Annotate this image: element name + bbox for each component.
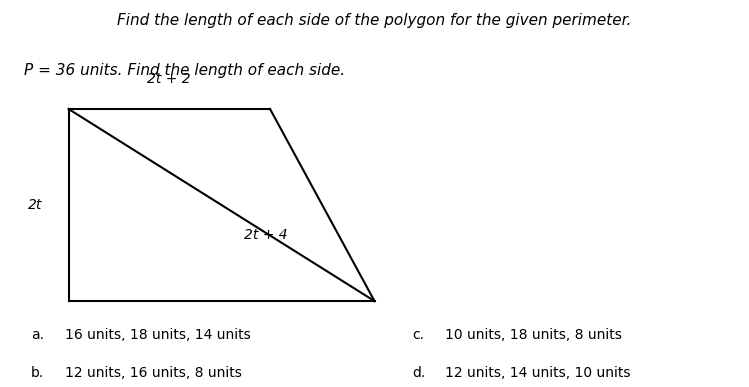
Text: b.: b.: [31, 366, 44, 380]
Text: 10 units, 18 units, 8 units: 10 units, 18 units, 8 units: [446, 328, 622, 342]
Text: c.: c.: [412, 328, 424, 342]
Text: Find the length of each side of the polygon for the given perimeter.: Find the length of each side of the poly…: [118, 13, 631, 28]
Text: 2t + 2: 2t + 2: [148, 72, 191, 86]
Text: d.: d.: [412, 366, 425, 380]
Text: 2t: 2t: [28, 198, 43, 212]
Text: P = 36 units. Find the length of each side.: P = 36 units. Find the length of each si…: [24, 63, 345, 78]
Text: 16 units, 18 units, 14 units: 16 units, 18 units, 14 units: [65, 328, 251, 342]
Text: 2t + 4: 2t + 4: [244, 228, 288, 242]
Text: 12 units, 16 units, 8 units: 12 units, 16 units, 8 units: [65, 366, 242, 380]
Text: a.: a.: [31, 328, 44, 342]
Text: 12 units, 14 units, 10 units: 12 units, 14 units, 10 units: [446, 366, 631, 380]
